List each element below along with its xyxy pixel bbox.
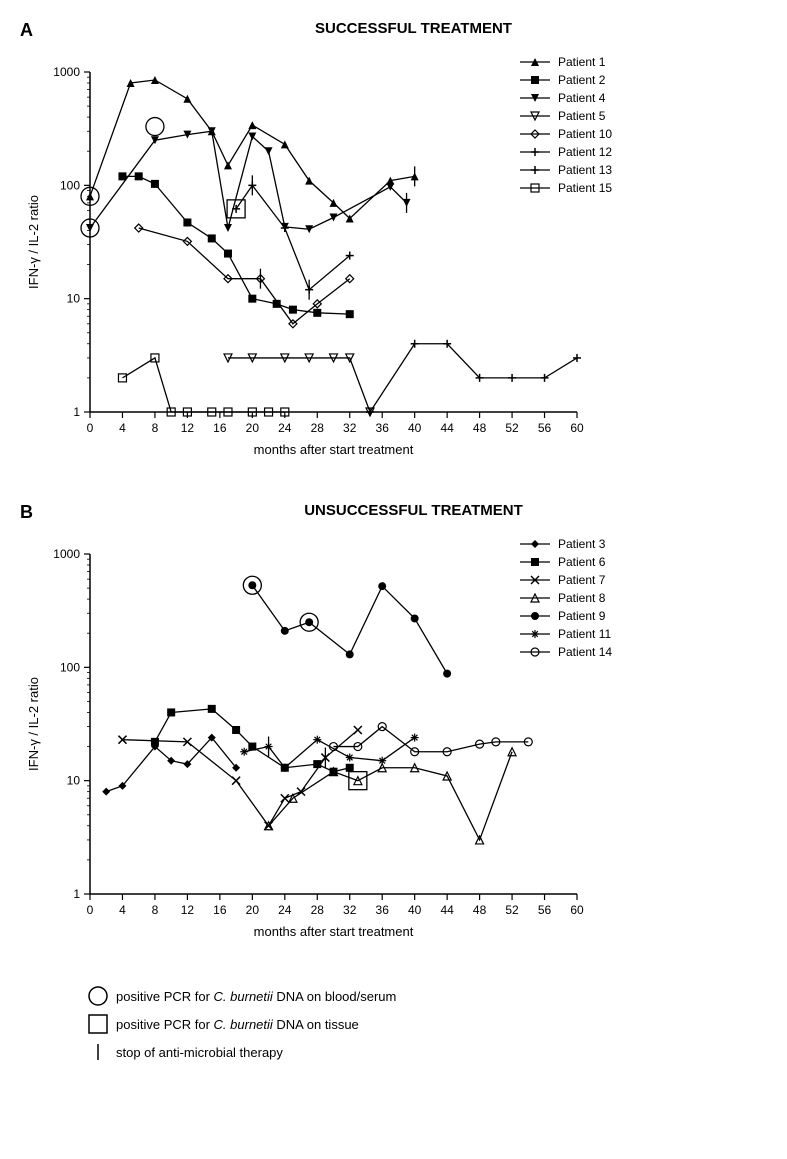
panel-B: BUNSUCCESSFUL TREATMENT11010010000481216… [20, 502, 767, 954]
svg-text:100: 100 [60, 178, 80, 192]
svg-text:Patient 9: Patient 9 [558, 609, 606, 623]
svg-text:48: 48 [473, 903, 487, 917]
panel-title-B: UNSUCCESSFUL TREATMENT [60, 502, 767, 519]
svg-text:1000: 1000 [53, 547, 80, 561]
svg-text:4: 4 [119, 421, 126, 435]
svg-text:60: 60 [570, 421, 584, 435]
panel-label-A: A [20, 20, 33, 41]
svg-text:Patient 10: Patient 10 [558, 127, 612, 141]
legend-bar-icon [80, 1040, 116, 1064]
svg-text:months after start treatment: months after start treatment [254, 442, 414, 457]
svg-text:Patient 11: Patient 11 [558, 627, 611, 641]
svg-text:16: 16 [213, 903, 227, 917]
svg-text:IFN-γ / IL-2 ratio: IFN-γ / IL-2 ratio [26, 677, 41, 771]
svg-text:Patient 5: Patient 5 [558, 109, 606, 123]
svg-text:8: 8 [152, 903, 159, 917]
chart-B: 110100100004812162024283236404448525660I… [20, 524, 767, 954]
svg-text:32: 32 [343, 421, 357, 435]
svg-text:Patient 14: Patient 14 [558, 645, 612, 659]
svg-text:Patient 4: Patient 4 [558, 91, 606, 105]
svg-text:36: 36 [376, 421, 390, 435]
svg-text:10: 10 [67, 774, 81, 788]
legend-bar-text: stop of anti-microbial therapy [116, 1045, 283, 1060]
svg-text:Patient 7: Patient 7 [558, 573, 606, 587]
svg-text:Patient 3: Patient 3 [558, 537, 606, 551]
svg-text:40: 40 [408, 421, 422, 435]
svg-text:100: 100 [60, 660, 80, 674]
svg-text:56: 56 [538, 903, 552, 917]
svg-text:60: 60 [570, 903, 584, 917]
svg-text:48: 48 [473, 421, 487, 435]
footer-legend: positive PCR for C. burnetii DNA on bloo… [80, 984, 767, 1064]
svg-text:0: 0 [87, 903, 94, 917]
svg-text:Patient 13: Patient 13 [558, 163, 612, 177]
svg-text:1: 1 [73, 887, 80, 901]
chart-A: 110100100004812162024283236404448525660I… [20, 42, 767, 472]
svg-text:32: 32 [343, 903, 357, 917]
svg-text:1: 1 [73, 405, 80, 419]
svg-text:Patient 15: Patient 15 [558, 181, 612, 195]
svg-text:Patient 1: Patient 1 [558, 55, 606, 69]
svg-text:10: 10 [67, 292, 81, 306]
svg-text:Patient 6: Patient 6 [558, 555, 606, 569]
svg-text:24: 24 [278, 903, 292, 917]
svg-text:16: 16 [213, 421, 227, 435]
svg-text:28: 28 [311, 421, 325, 435]
svg-text:24: 24 [278, 421, 292, 435]
svg-text:40: 40 [408, 903, 422, 917]
svg-text:44: 44 [440, 903, 454, 917]
legend-circle-icon [80, 984, 116, 1008]
svg-text:44: 44 [440, 421, 454, 435]
panel-title-A: SUCCESSFUL TREATMENT [60, 20, 767, 37]
svg-text:4: 4 [119, 903, 126, 917]
svg-text:8: 8 [152, 421, 159, 435]
svg-text:28: 28 [311, 903, 325, 917]
svg-text:Patient 2: Patient 2 [558, 73, 606, 87]
svg-text:IFN-γ / IL-2 ratio: IFN-γ / IL-2 ratio [26, 195, 41, 289]
svg-text:20: 20 [246, 421, 260, 435]
panel-label-B: B [20, 502, 33, 523]
svg-text:20: 20 [246, 903, 260, 917]
svg-text:Patient 12: Patient 12 [558, 145, 612, 159]
svg-text:months after start treatment: months after start treatment [254, 924, 414, 939]
panel-A: ASUCCESSFUL TREATMENT1101001000048121620… [20, 20, 767, 472]
svg-text:52: 52 [505, 903, 519, 917]
legend-square-icon [80, 1012, 116, 1036]
svg-text:56: 56 [538, 421, 552, 435]
legend-square-text: positive PCR for C. burnetii DNA on tiss… [116, 1017, 359, 1032]
svg-text:12: 12 [181, 903, 195, 917]
legend-circle-text: positive PCR for C. burnetii DNA on bloo… [116, 989, 396, 1004]
svg-text:0: 0 [87, 421, 94, 435]
svg-text:36: 36 [376, 903, 390, 917]
svg-text:12: 12 [181, 421, 195, 435]
svg-text:1000: 1000 [53, 65, 80, 79]
svg-text:Patient 8: Patient 8 [558, 591, 606, 605]
svg-text:52: 52 [505, 421, 519, 435]
